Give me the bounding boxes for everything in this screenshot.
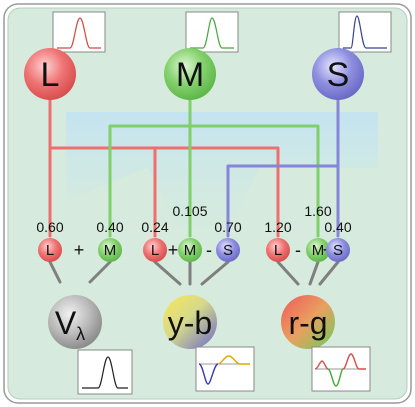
coef-yb-l: 0.24 xyxy=(141,219,168,235)
l-wire-main xyxy=(48,94,280,238)
yb-node-l: L xyxy=(143,238,167,262)
output-yb: y-b xyxy=(163,295,217,349)
m-wire-to-v xyxy=(108,94,192,238)
svg-text:S: S xyxy=(333,242,343,259)
output-rg-label: r-g xyxy=(288,305,327,341)
m-wire-to-rg xyxy=(188,124,320,238)
output-v-lambda: Vλ xyxy=(48,295,102,349)
v-merge-wires xyxy=(48,260,112,284)
v-operator: + xyxy=(74,240,85,260)
cone-m: M xyxy=(164,48,216,100)
coef-rg-m: 1.60 xyxy=(304,203,331,219)
coef-yb-m: 0.105 xyxy=(172,203,207,219)
yb-node-s: S xyxy=(216,238,240,262)
yb-merge-wires xyxy=(153,260,230,286)
rg-node-s: S xyxy=(326,238,350,262)
svg-text:S: S xyxy=(223,242,233,259)
yb-node-m: M xyxy=(178,238,202,262)
s-wire-to-yb xyxy=(226,164,340,238)
svg-text:M: M xyxy=(312,242,325,259)
output-yb-label: y-b xyxy=(168,305,212,341)
coef-rg-s: 0.40 xyxy=(324,219,351,235)
output-rg: r-g xyxy=(281,295,335,349)
cone-l-label: L xyxy=(41,56,60,94)
coef-v-l: 0.60 xyxy=(36,219,63,235)
rg-operator-1: - xyxy=(295,240,301,260)
output-v-label: Vλ xyxy=(55,305,85,344)
coef-rg-l: 1.20 xyxy=(264,219,291,235)
l-spectrum-thumbnail xyxy=(52,11,106,53)
wiring xyxy=(48,94,340,286)
svg-text:L: L xyxy=(151,242,159,259)
rg-response-thumbnail xyxy=(311,346,371,392)
yb-response-thumbnail xyxy=(195,346,255,392)
v-response-thumbnail xyxy=(77,349,133,395)
cone-m-label: M xyxy=(176,56,204,94)
cone-s: S xyxy=(312,48,364,100)
v-node-l: L xyxy=(38,238,62,262)
cone-s-label: S xyxy=(327,56,350,94)
yb-operator-2: - xyxy=(206,240,212,260)
m-spectrum-thumbnail xyxy=(185,11,239,53)
cone-l: L xyxy=(24,48,76,100)
svg-text:L: L xyxy=(46,242,54,259)
coef-v-m: 0.40 xyxy=(96,219,123,235)
coef-yb-s: 0.70 xyxy=(214,219,241,235)
rg-merge-wires xyxy=(276,260,340,286)
s-spectrum-thumbnail xyxy=(338,11,392,53)
rg-node-m: M xyxy=(306,238,330,262)
yb-operator-1: + xyxy=(168,240,179,260)
svg-text:M: M xyxy=(104,242,117,259)
svg-text:L: L xyxy=(274,242,282,259)
v-node-m: M xyxy=(98,238,122,262)
svg-text:M: M xyxy=(184,242,197,259)
rg-node-l: L xyxy=(266,238,290,262)
